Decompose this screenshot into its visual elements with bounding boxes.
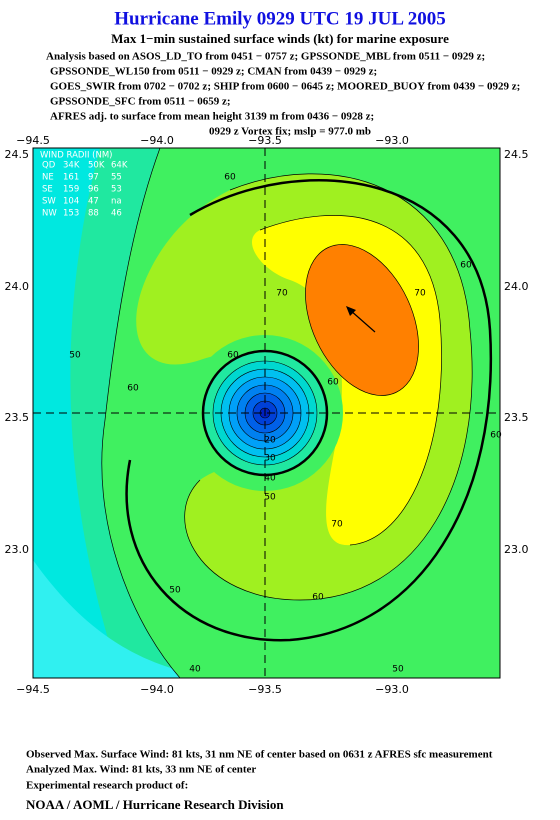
lat-tick-label: 23.0 [504,543,529,556]
lat-tick-label: 24.0 [504,280,529,293]
wind-radii-cell: 97 [88,173,99,183]
source-line: GPSSONDE_WL150 from 0511 − 0929 z; CMAN … [50,66,377,78]
wind-radii-cell: SW [42,197,56,207]
lat-tick-label: 23.0 [5,543,30,556]
wind-radii-header: QD [42,161,56,171]
wind-radii-cell: 153 [63,209,79,219]
wind-radii-cell: 53 [111,185,122,195]
wind-radii-cell: 88 [88,209,99,219]
wind-radii: WIND RADII (NM) [40,151,112,161]
contour-label: 70 [414,289,426,299]
map-frame [32,147,501,679]
contour-label: 30 [264,454,276,464]
contour-label: 60 [490,431,502,441]
contour-label: 60 [460,261,472,271]
lat-tick-label: 23.5 [5,411,30,424]
wind-radii-header: 64K [111,161,128,171]
lat-tick-label: 24.0 [5,280,30,293]
wind-radii-header: 34K [63,161,80,171]
wind-radii-title: WIND RADII (NM) [40,151,112,161]
wind-radii-cell: na [111,197,122,207]
wind-radii-cell: 104 [63,197,79,207]
wind-radii-cell: NW [42,209,57,219]
contour-label: 60 [127,384,139,394]
contour-label: 60 [227,351,239,361]
source-line: AFRES adj. to surface from mean height 3… [50,111,374,123]
lat-tick-label: 24.5 [5,148,30,161]
source-line: Analysis based on ASOS_LD_TO from 0451 −… [46,51,485,63]
contour-label: 50 [69,351,81,361]
contour-label: 60 [312,593,324,603]
wind-radii-cell: 161 [63,173,79,183]
contour-label: 40 [189,665,201,675]
wind-radii-cell: SE [42,185,53,195]
lon-tick-label: −93.0 [375,134,409,147]
contour-label: 50 [392,665,404,675]
footer-line: Observed Max. Surface Wind: 81 kts, 31 n… [26,749,493,761]
contour-label: 70 [276,289,288,299]
footer-line: Experimental research product of: [26,780,188,792]
wind-radii-cell: 55 [111,173,122,183]
contour-label: 20 [264,436,276,446]
lon-tick-label: −94.0 [140,134,174,147]
lon-tick-label: −94.5 [16,134,50,147]
footer-line: Analyzed Max. Wind: 81 kts, 33 nm NE of … [26,764,256,776]
source-line: GPSSONDE_SFC from 0511 − 0659 z; [50,96,231,108]
lat-tick-label: 24.5 [504,148,529,161]
wind-radii-cell: 46 [111,209,122,219]
credit: NOAA / AOML / Hurricane Research Divisio… [26,797,284,812]
lon-tick-label: −94.0 [140,683,174,696]
contour-label: 50 [169,586,181,596]
wind-radii-header: 50K [88,161,105,171]
contour-label: 50 [264,493,276,503]
wind-radii-cell: NE [42,173,54,183]
wind-radii-cell: 96 [88,185,99,195]
title: Hurricane Emily 0929 UTC 19 JUL 2005 [114,8,445,29]
contour-label: 60 [327,378,339,388]
lon-tick-label: −93.0 [375,683,409,696]
wind-radii-cell: 159 [63,185,79,195]
contour-label: 60 [224,173,236,183]
lon-tick-label: −93.5 [248,683,282,696]
contour-label: 40 [264,474,276,484]
wind-radii-cell: 47 [88,197,99,207]
wind-field [33,148,500,678]
vortex-fix: 0929 z Vortex fix; mslp = 977.0 mb [209,126,371,138]
contour-label: 70 [331,520,343,530]
source-line: GOES_SWIR from 0702 − 0702 z; SHIP from … [50,81,520,93]
lat-tick-label: 23.5 [504,411,529,424]
subtitle: Max 1−min sustained surface winds (kt) f… [111,31,449,46]
lon-tick-label: −94.5 [16,683,50,696]
lon-tick-label: −93.5 [248,134,282,147]
